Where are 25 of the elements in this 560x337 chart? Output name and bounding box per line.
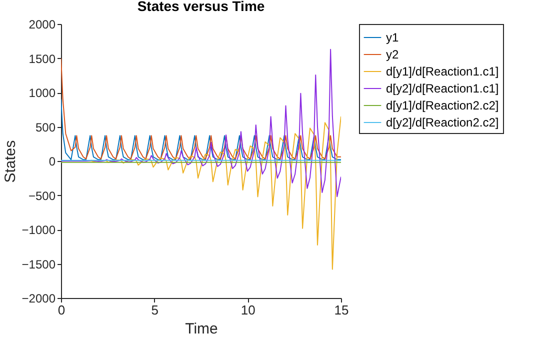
x-tick-label: 5 [151,302,158,318]
line-series [61,98,341,160]
legend-label: y1 [386,30,399,44]
legend-label: d[y2]/d[Reaction1.c1] [386,82,499,96]
legend-label: y2 [386,48,399,62]
legend-label: d[y1]/d[Reaction2.c2] [386,98,499,112]
y-tick-label: −1500 [22,257,56,272]
y-tick-label: −500 [28,188,56,203]
y-tick-label: 0 [48,154,56,168]
y-tick-label: 2000 [28,18,56,32]
y-axis-title: States [2,140,19,183]
y-tick-label: −2000 [22,292,56,306]
chart-title: States versus Time [137,0,265,14]
x-axis-title: Time [185,320,218,337]
x-tick-label: 0 [58,302,66,318]
line-series [61,48,341,198]
line-series [61,58,341,160]
x-tick-label: 10 [240,302,256,318]
y-tick-label: 1500 [28,52,56,66]
y-tick-label: 1000 [28,86,56,100]
legend-label: d[y2]/d[Reaction2.c2] [386,116,499,130]
x-tick-label: 15 [334,302,349,318]
y-tick-label: −1000 [22,223,56,237]
legend-label: d[y1]/d[Reaction1.c1] [386,64,499,78]
y-tick-label: 500 [35,120,56,134]
